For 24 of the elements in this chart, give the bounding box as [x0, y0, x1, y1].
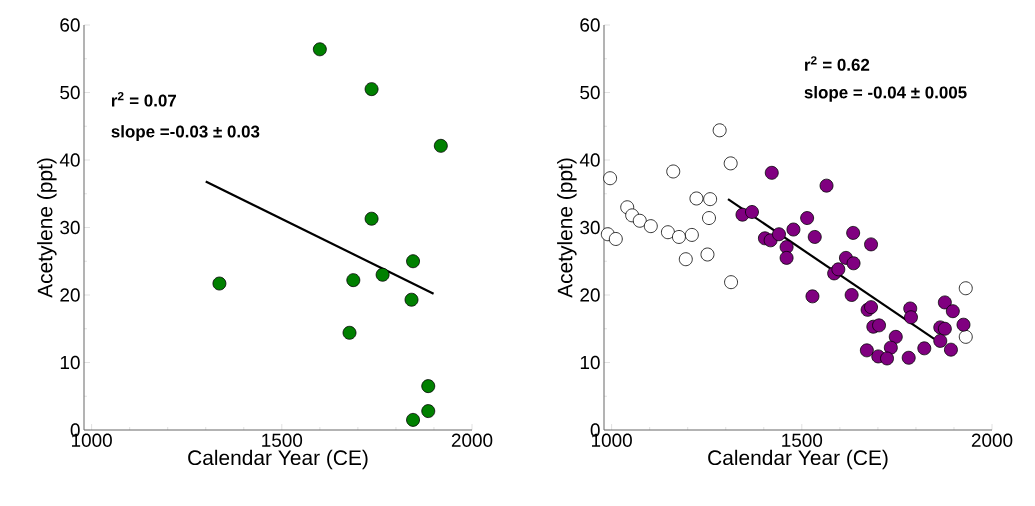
- y-axis-title: Acetylene (ppt): [557, 158, 577, 298]
- x-tick-label: 2000: [451, 433, 493, 447]
- y-tick-label: 30: [60, 220, 80, 235]
- y-tick-label: 50: [60, 85, 80, 100]
- y-axis-title: Acetylene (ppt): [37, 158, 57, 298]
- y-tick-label: 40: [59, 153, 80, 167]
- annotation: r$^{2}$ = 0.07: [111, 91, 177, 107]
- x-axis-title: Calendar Year (CE): [708, 449, 888, 470]
- y-tick-label: 60: [580, 18, 600, 32]
- y-tick-label: 20: [60, 288, 80, 302]
- y-tick-label: 30: [580, 220, 600, 235]
- annotation: r$^{2}$ = 0.62: [805, 56, 870, 71]
- annotation: slope =-0.03 ± 0.03: [111, 125, 260, 141]
- x-tick-label: 1500: [262, 433, 303, 447]
- x-tick-label: 2000: [971, 433, 1013, 447]
- y-tick-label: 10: [60, 355, 80, 370]
- x-tick-label: 1500: [782, 433, 823, 447]
- x-axis-title: Calendar Year (CE): [188, 449, 368, 470]
- y-tick-label: 10: [580, 355, 600, 370]
- y-tick-label: 20: [580, 288, 600, 302]
- y-tick-label: 60: [60, 18, 80, 32]
- y-tick-label: 50: [580, 85, 600, 100]
- y-tick-label: 40: [579, 153, 600, 167]
- annotation: slope = -0.04 ± 0.005: [804, 85, 967, 102]
